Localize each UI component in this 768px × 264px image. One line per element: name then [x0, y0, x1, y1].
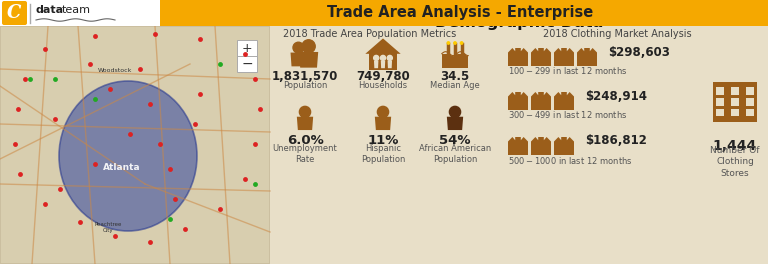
- Polygon shape: [366, 39, 401, 54]
- Circle shape: [460, 42, 463, 44]
- Polygon shape: [554, 48, 574, 66]
- Polygon shape: [381, 61, 386, 68]
- Circle shape: [300, 106, 310, 117]
- Circle shape: [380, 55, 386, 60]
- Circle shape: [293, 42, 304, 53]
- Circle shape: [387, 55, 392, 60]
- Polygon shape: [577, 48, 597, 66]
- Text: Atlanta: Atlanta: [103, 163, 141, 172]
- Text: 1,831,570: 1,831,570: [272, 69, 338, 82]
- Ellipse shape: [59, 81, 197, 231]
- Polygon shape: [508, 137, 528, 155]
- Text: 54%: 54%: [439, 134, 471, 147]
- Text: Demographic Data: Demographic Data: [435, 15, 603, 30]
- Circle shape: [454, 42, 456, 44]
- Text: 6.0%: 6.0%: [286, 134, 323, 147]
- FancyBboxPatch shape: [716, 87, 724, 95]
- Circle shape: [302, 40, 315, 53]
- Polygon shape: [290, 53, 306, 66]
- Polygon shape: [508, 48, 528, 66]
- FancyBboxPatch shape: [369, 54, 397, 70]
- Polygon shape: [508, 92, 528, 110]
- Polygon shape: [374, 61, 379, 68]
- FancyBboxPatch shape: [0, 0, 160, 26]
- Text: +: +: [242, 41, 253, 54]
- Text: African American
Population: African American Population: [419, 144, 491, 164]
- Circle shape: [449, 106, 461, 117]
- Text: 749,780: 749,780: [356, 69, 410, 82]
- FancyBboxPatch shape: [1, 27, 269, 263]
- Text: $500-$1000 in last 12 months: $500-$1000 in last 12 months: [508, 154, 633, 166]
- FancyBboxPatch shape: [0, 26, 270, 264]
- Polygon shape: [554, 92, 574, 110]
- Polygon shape: [554, 137, 574, 155]
- Polygon shape: [447, 117, 463, 130]
- Text: data: data: [36, 5, 64, 15]
- FancyBboxPatch shape: [746, 87, 754, 95]
- Text: Number Of
Clothing
Stores: Number Of Clothing Stores: [710, 146, 760, 178]
- Polygon shape: [388, 61, 392, 68]
- FancyBboxPatch shape: [746, 109, 754, 116]
- Text: Population: Population: [283, 82, 327, 91]
- Polygon shape: [531, 137, 551, 155]
- FancyBboxPatch shape: [716, 98, 724, 106]
- Text: Woodstock: Woodstock: [98, 68, 132, 73]
- Text: Median Age: Median Age: [430, 82, 480, 91]
- Text: $248,914: $248,914: [585, 89, 647, 102]
- Circle shape: [377, 106, 389, 117]
- Text: Households: Households: [359, 82, 408, 91]
- Text: Peachtree
City: Peachtree City: [94, 222, 121, 233]
- FancyBboxPatch shape: [442, 54, 468, 68]
- FancyBboxPatch shape: [730, 98, 740, 106]
- FancyBboxPatch shape: [730, 87, 740, 95]
- Polygon shape: [297, 117, 313, 130]
- Text: Trade Area Analysis - Enterprise: Trade Area Analysis - Enterprise: [327, 6, 593, 21]
- Text: 34.5: 34.5: [440, 69, 469, 82]
- FancyBboxPatch shape: [716, 109, 724, 116]
- Polygon shape: [375, 117, 391, 130]
- Text: C: C: [8, 4, 22, 22]
- Text: Unemployment
Rate: Unemployment Rate: [273, 144, 337, 164]
- Text: $300-$499 in last 12 months: $300-$499 in last 12 months: [508, 110, 627, 120]
- Text: −: −: [241, 57, 253, 71]
- Text: $298,603: $298,603: [608, 45, 670, 59]
- Text: Hispanic
Population: Hispanic Population: [361, 144, 406, 164]
- Circle shape: [374, 55, 379, 60]
- Polygon shape: [531, 48, 551, 66]
- FancyBboxPatch shape: [725, 114, 745, 122]
- Text: 2018 Clothing Market Analysis: 2018 Clothing Market Analysis: [543, 29, 691, 39]
- Text: $186,812: $186,812: [585, 134, 647, 148]
- Text: 2018 Trade Area Population Metrics: 2018 Trade Area Population Metrics: [283, 29, 457, 39]
- FancyBboxPatch shape: [0, 0, 768, 26]
- FancyBboxPatch shape: [2, 1, 27, 25]
- Text: 1,444: 1,444: [713, 139, 757, 153]
- Text: $100-$299 in last 12 months: $100-$299 in last 12 months: [508, 65, 627, 77]
- FancyBboxPatch shape: [237, 40, 257, 72]
- FancyBboxPatch shape: [746, 98, 754, 106]
- Polygon shape: [531, 92, 551, 110]
- Circle shape: [447, 42, 449, 44]
- Text: team: team: [62, 5, 91, 15]
- FancyBboxPatch shape: [713, 82, 756, 122]
- Polygon shape: [299, 52, 318, 68]
- FancyBboxPatch shape: [730, 109, 740, 116]
- Text: 11%: 11%: [367, 134, 399, 147]
